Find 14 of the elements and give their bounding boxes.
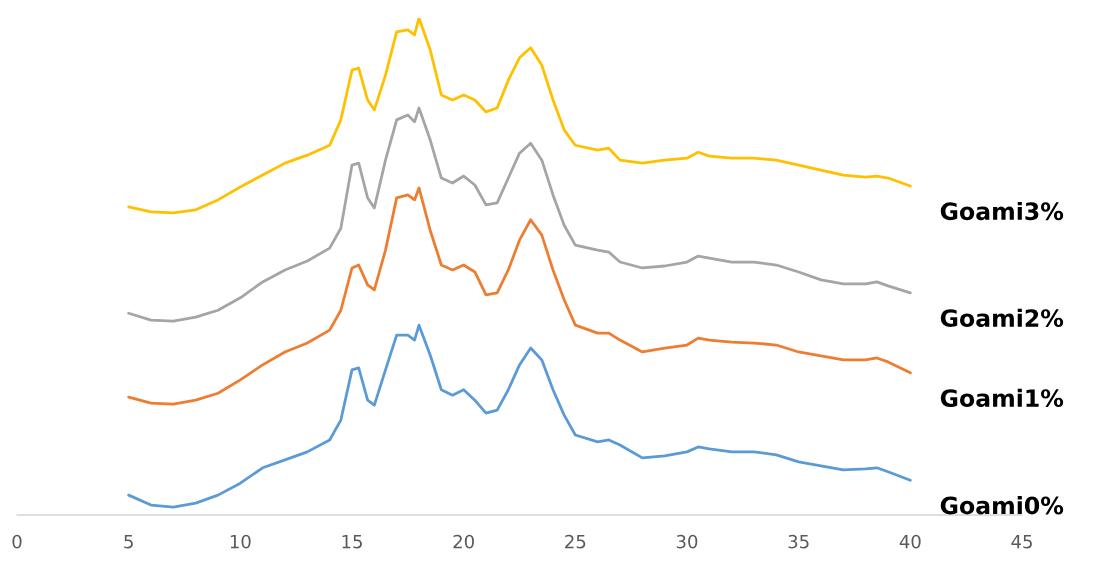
x-tick-label: 40 — [899, 534, 921, 549]
series-label: Goami0% — [940, 496, 1064, 515]
x-tick-label: 30 — [676, 534, 698, 549]
x-tick-label: 25 — [565, 534, 586, 549]
x-tick-label: 15 — [342, 535, 362, 549]
x-tick-label: 20 — [453, 534, 474, 549]
series-label: Goami1% — [940, 388, 1064, 408]
x-tick-label: 35 — [788, 534, 809, 549]
x-tick-label: 45 — [1011, 535, 1032, 549]
x-tick-label: 0 — [12, 534, 22, 549]
series-label: Goami3% — [940, 201, 1064, 221]
series-label: Goami2% — [940, 308, 1064, 328]
x-tick-label: 10 — [230, 534, 251, 549]
x-tick-label: 5 — [124, 535, 133, 549]
